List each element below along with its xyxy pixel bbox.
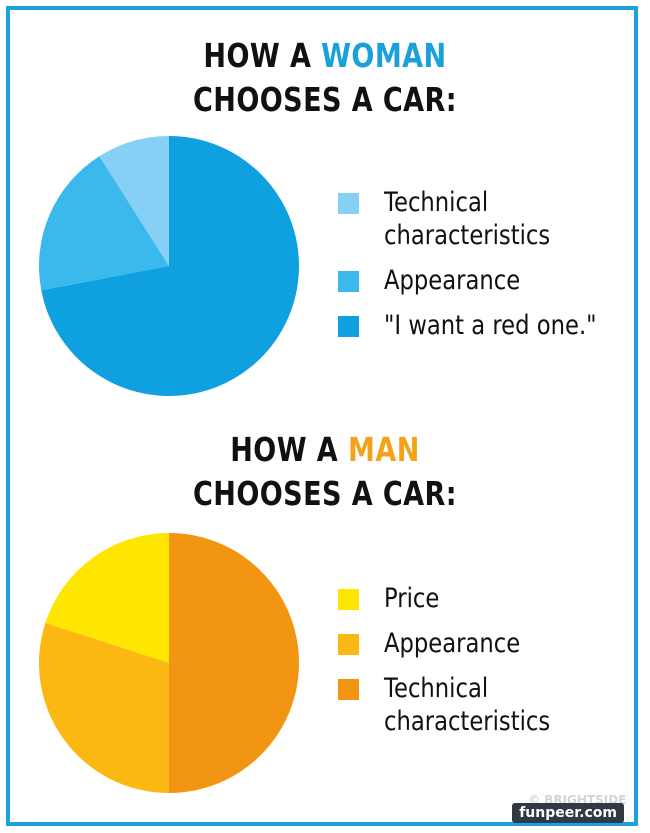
legend-label: "I want a red one."	[384, 310, 597, 341]
legend-label: Technical	[384, 673, 489, 704]
man-title-accent: MAN	[347, 430, 420, 469]
legend-item: Appearance	[338, 627, 582, 660]
legend-item: Technical characteristics	[338, 672, 582, 738]
pie-slice-0-2	[41, 136, 299, 396]
woman-pie-chart	[38, 136, 299, 396]
legend-swatch	[338, 271, 359, 292]
legend-swatch	[338, 589, 359, 610]
woman-title-accent: WOMAN	[321, 36, 447, 75]
man-title-line2: CHOOSES A CAR:	[193, 474, 457, 513]
woman-title-line2: CHOOSES A CAR:	[193, 80, 457, 119]
legend-swatch	[338, 316, 359, 337]
legend-label: Appearance	[384, 628, 521, 659]
pie-slice-0-0	[99, 136, 169, 266]
legend-swatch	[338, 193, 359, 214]
legend-label: characteristics	[384, 706, 551, 737]
man-title-prefix: HOW A	[230, 430, 348, 469]
pie-slice-1-1	[38, 622, 170, 793]
man-pie-chart	[38, 533, 299, 793]
legend-label: Appearance	[384, 265, 521, 296]
legend-item: Appearance	[338, 264, 637, 297]
woman-chart-title: HOW A WOMAN CHOOSES A CAR:	[59, 34, 592, 122]
pie-slice-1-2	[169, 533, 299, 793]
legend-swatch	[338, 679, 359, 700]
legend-label: characteristics	[384, 220, 551, 251]
border-frame	[6, 6, 638, 826]
woman-chart-legend: Technical characteristics Appearance "I wan…	[338, 186, 637, 354]
legend-swatch	[338, 634, 359, 655]
legend-item: Price	[338, 582, 582, 615]
legend-item: Technical characteristics	[338, 186, 637, 252]
funpeer-watermark: funpeer.com	[512, 803, 624, 823]
man-chart-legend: Price Appearance Technical characteristics	[338, 582, 582, 750]
man-chart-title: HOW A MAN CHOOSES A CAR:	[59, 428, 592, 516]
legend-item: "I want a red one."	[338, 309, 637, 342]
pie-slice-1-0	[45, 533, 169, 663]
legend-label: Technical	[384, 187, 489, 218]
legend-label: Price	[384, 583, 440, 614]
pie-slice-0-1	[38, 156, 169, 291]
woman-title-prefix: HOW A	[203, 36, 322, 75]
